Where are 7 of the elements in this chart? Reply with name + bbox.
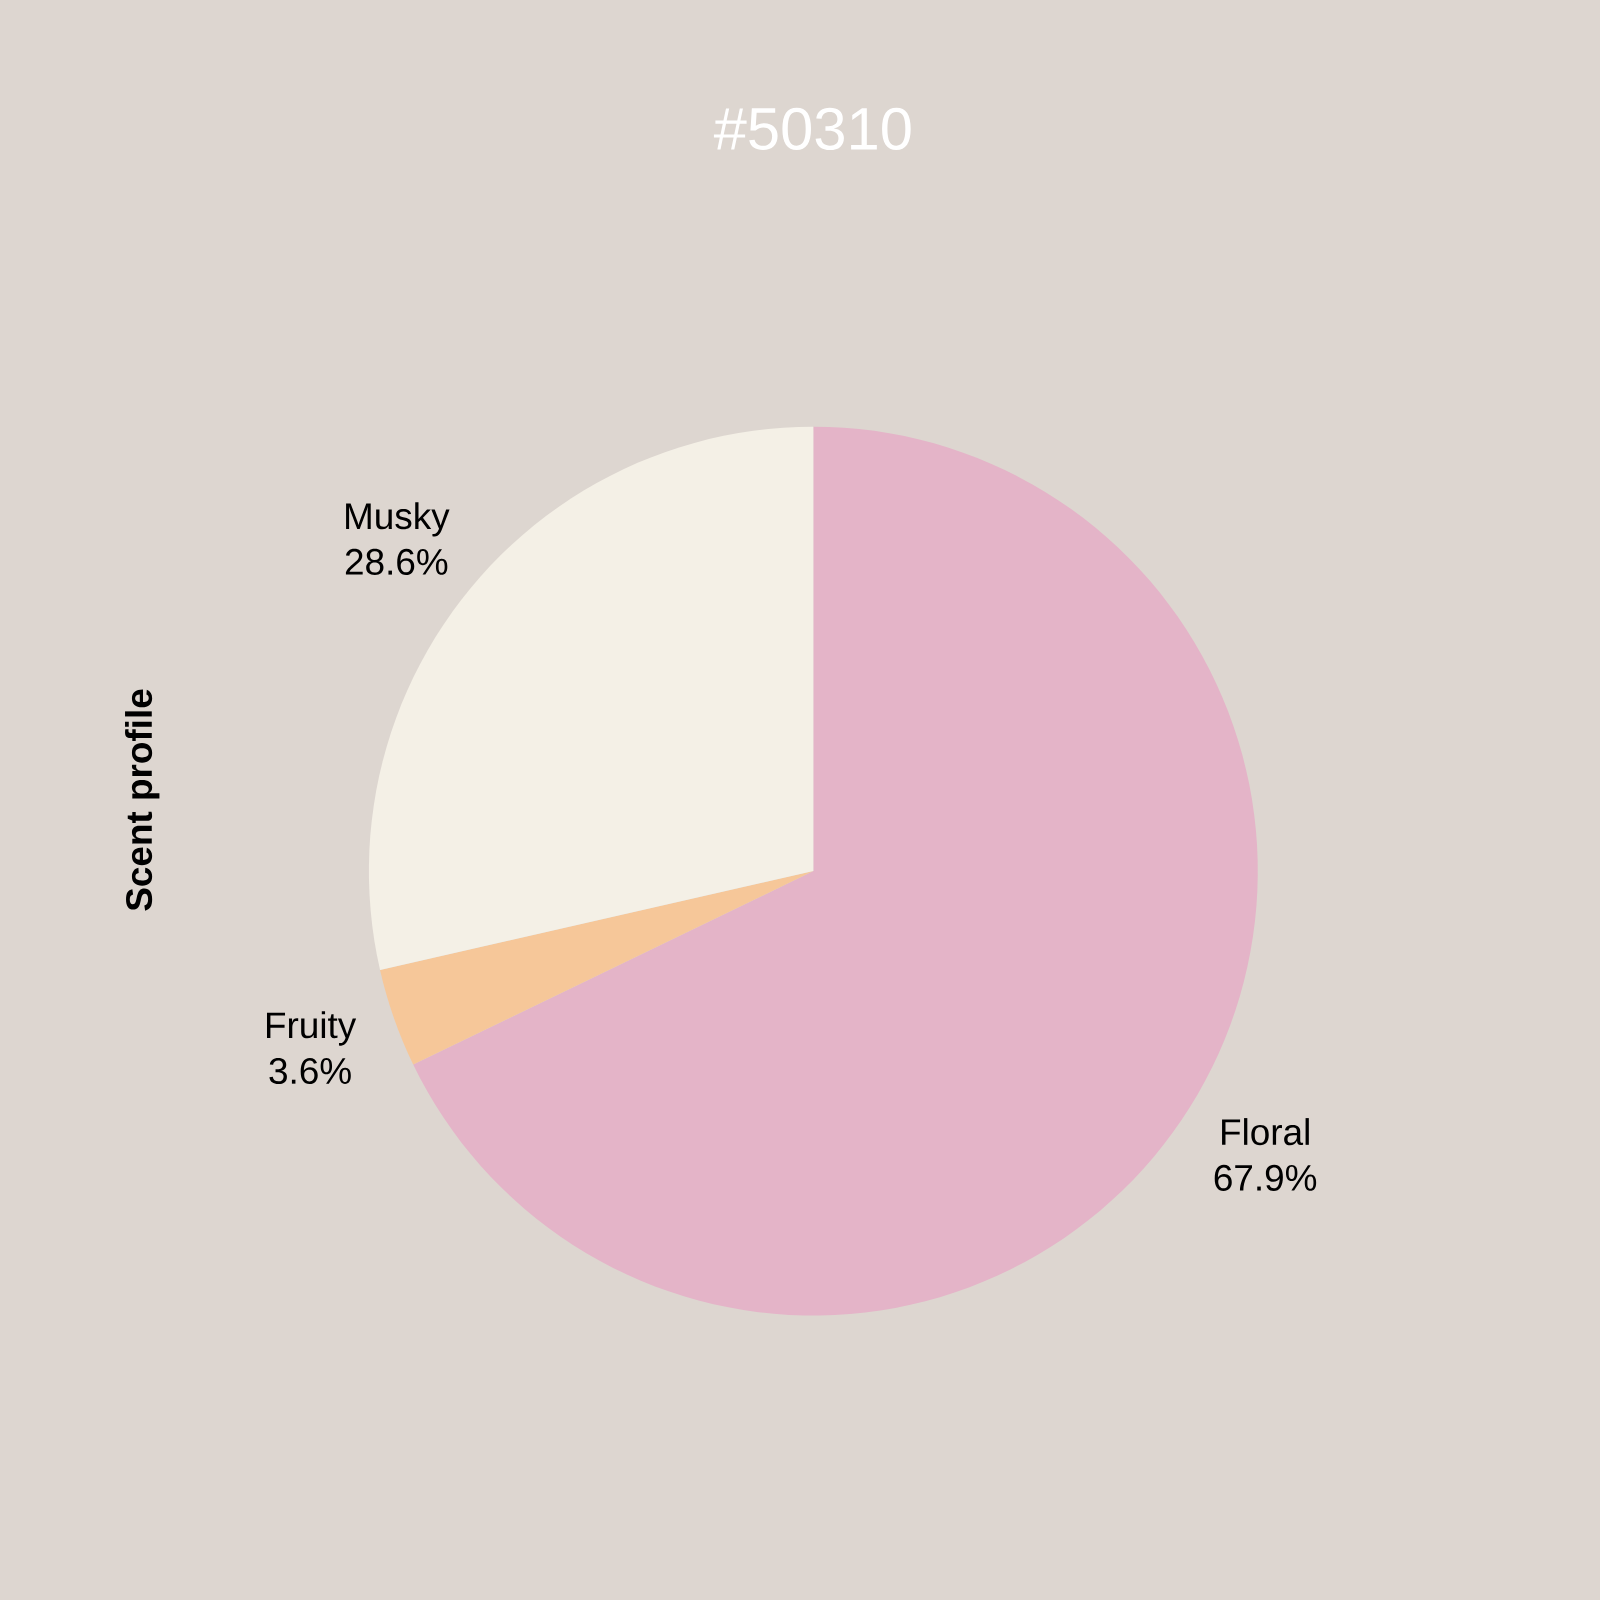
text: Scent profile xyxy=(125,689,160,911)
slice-label: Fruity xyxy=(266,1011,357,1046)
data-label: 28.6% xyxy=(345,548,448,575)
slice-label: Floral xyxy=(1222,1118,1309,1146)
data-label: 67.9% xyxy=(1214,1164,1317,1191)
slice-label: Musky xyxy=(346,502,450,537)
data-label: 3.6% xyxy=(269,1057,351,1085)
